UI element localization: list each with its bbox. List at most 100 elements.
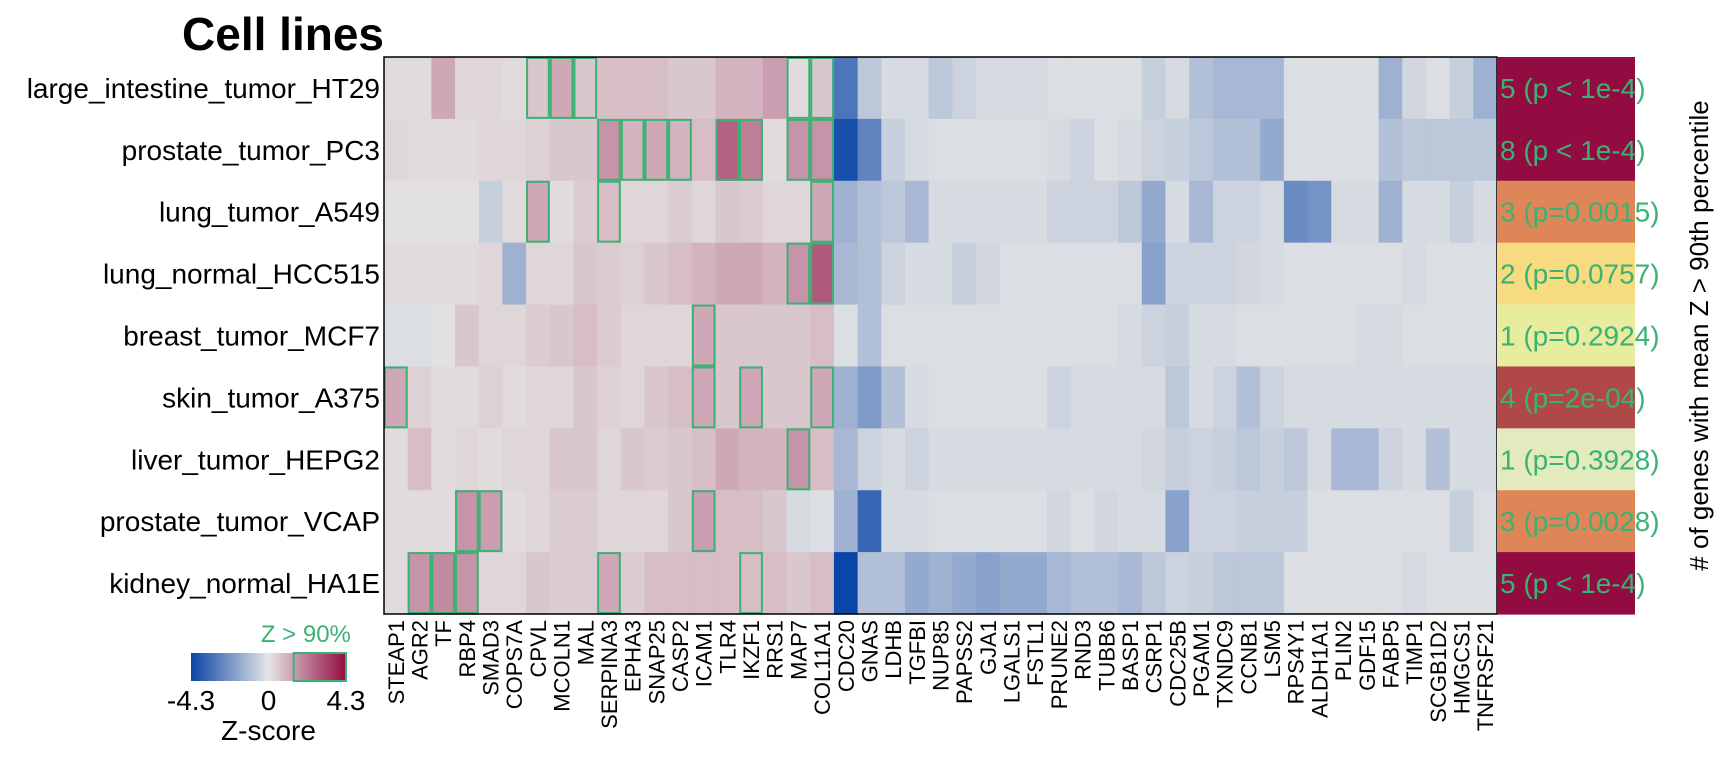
- highlight-box: [810, 180, 834, 243]
- heatmap-cell: [478, 366, 504, 429]
- heatmap-cell: [762, 180, 788, 244]
- heatmap-cell: [407, 490, 432, 553]
- heatmap-cell: [1189, 304, 1214, 368]
- column-label: CCNB1: [1236, 620, 1261, 695]
- heatmap-cell: [1473, 180, 1498, 244]
- heatmap-cell: [881, 304, 906, 368]
- heatmap-cell: [999, 57, 1024, 120]
- heatmap-cell: [620, 366, 646, 429]
- heatmap-cell: [715, 57, 740, 120]
- heatmap-cell: [597, 428, 622, 491]
- heatmap-cell: [739, 490, 764, 553]
- heatmap-cell: [644, 57, 669, 120]
- heatmap-cell: [1283, 242, 1309, 306]
- heatmap-cell: [715, 304, 740, 368]
- heatmap-cell: [833, 180, 859, 244]
- heatmap-cell: [455, 57, 480, 120]
- highlight-boxes: [384, 57, 834, 614]
- heatmap-cell: [1283, 490, 1309, 553]
- heatmap-cell: [1070, 57, 1096, 120]
- heatmap-cell: [1260, 242, 1285, 306]
- heatmap-cell: [597, 118, 622, 182]
- heatmap-cell: [1354, 428, 1380, 491]
- heatmap-cell: [407, 118, 432, 182]
- heatmap-cell: [620, 490, 646, 553]
- heatmap-cell: [952, 180, 977, 244]
- heatmap-cell: [810, 304, 835, 368]
- heatmap-cell: [1307, 242, 1332, 306]
- heatmap-cell: [691, 57, 717, 120]
- highlight-box: [431, 552, 456, 614]
- heatmap-cell: [1047, 242, 1072, 306]
- column-label: STEAP1: [384, 620, 409, 704]
- heatmap-cell: [833, 242, 859, 306]
- heatmap-cell: [762, 57, 788, 120]
- column-label: AGR2: [408, 620, 433, 680]
- heatmap-cell: [857, 242, 882, 306]
- heatmap-cell: [478, 552, 504, 615]
- heatmap-cell: [502, 118, 527, 182]
- heatmap-cell: [1473, 304, 1498, 368]
- heatmap-cell: [549, 57, 575, 120]
- heatmap-cell: [526, 57, 551, 120]
- heatmap-cell: [715, 552, 740, 615]
- heatmap-cell: [810, 118, 835, 182]
- heatmap-cell: [715, 180, 740, 244]
- heatmap-cell: [1354, 242, 1380, 306]
- heatmap-cell: [1118, 490, 1143, 553]
- highlight-box: [668, 118, 692, 181]
- heatmap-cell: [431, 57, 456, 120]
- column-label: GNAS: [857, 620, 882, 682]
- column-label: COPS7A: [502, 620, 527, 710]
- heatmap-cell: [407, 57, 432, 120]
- heatmap-cell: [1165, 552, 1190, 615]
- heatmap-cell: [1378, 490, 1403, 553]
- heatmap-cell: [526, 490, 551, 553]
- heatmap-cell: [1378, 552, 1403, 615]
- heatmap-cell: [1023, 180, 1048, 244]
- heatmap-cell: [1307, 118, 1332, 182]
- heatmap-cell: [1378, 180, 1403, 244]
- heatmap-cell: [1425, 490, 1451, 553]
- column-label: LSM5: [1260, 620, 1285, 677]
- heatmap-cell: [1118, 57, 1143, 120]
- row-label: prostate_tumor_PC3: [122, 135, 380, 166]
- heatmap-cell: [1378, 366, 1403, 429]
- heatmap-cell: [904, 57, 930, 120]
- heatmap-cell: [1023, 366, 1048, 429]
- highlight-box: [786, 242, 811, 305]
- heatmap-cell: [1212, 180, 1238, 244]
- heatmap-cell: [857, 366, 882, 429]
- legend-highlight-label: Z > 90%: [261, 621, 351, 648]
- heatmap-cell: [1260, 57, 1285, 120]
- heatmap-cell: [976, 304, 1001, 368]
- column-label: SCGB1D2: [1426, 620, 1451, 723]
- heatmap-cell: [1189, 180, 1214, 244]
- heatmap-cell: [1425, 118, 1451, 182]
- heatmap-cell: [502, 490, 527, 553]
- column-label: BASP1: [1118, 620, 1143, 691]
- annotation-label: 3 (p=0.0015): [1500, 197, 1660, 228]
- heatmap-cell: [549, 366, 575, 429]
- heatmap-cell: [455, 490, 480, 553]
- heatmap-cell: [1118, 242, 1143, 306]
- heatmap-cell: [833, 552, 859, 615]
- heatmap-cell: [1402, 366, 1427, 429]
- highlight-box: [739, 366, 763, 429]
- heatmap-cell: [928, 366, 953, 429]
- heatmap-cell: [1212, 242, 1238, 306]
- heatmap-cell: [597, 57, 622, 120]
- highlight-box: [597, 180, 621, 243]
- heatmap-cell: [1425, 180, 1451, 244]
- heatmap-cell: [904, 304, 930, 368]
- heatmap-cell: [431, 180, 456, 244]
- heatmap-cell: [786, 366, 811, 429]
- heatmap-cell: [762, 428, 788, 491]
- heatmap-cell: [952, 118, 977, 182]
- heatmap-cell: [715, 428, 740, 491]
- heatmap-cell: [1236, 118, 1261, 182]
- column-label: CASP2: [668, 620, 693, 692]
- heatmap-cell: [1354, 304, 1380, 368]
- heatmap-cell: [455, 428, 480, 491]
